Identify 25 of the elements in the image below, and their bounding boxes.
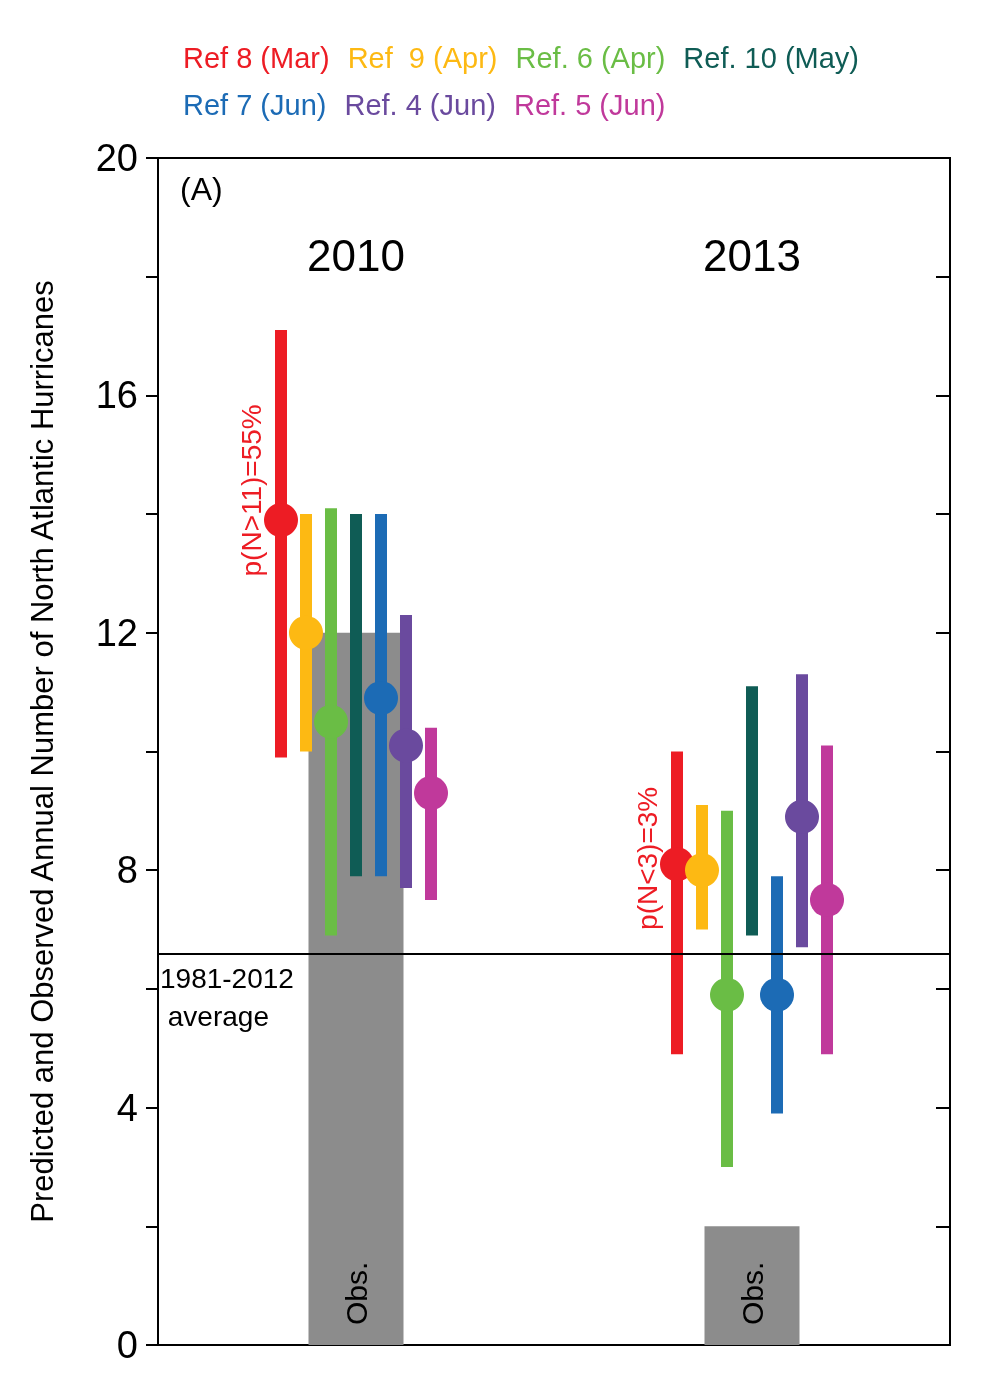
text: Ref. 4 (Jun) [344,88,496,121]
y-tick-label: 0 [116,1324,138,1366]
annotation: (A) [180,171,223,207]
y-tick-label: 20 [95,137,138,179]
y-tick-label: 8 [116,849,138,892]
text: Obs. [735,1261,769,1325]
bar [746,686,758,936]
y-axis-title: Predicted and Observed Annual Number of North Atlantic Hurricanes [25,280,60,1223]
annotation: p(N>11)=55% [235,404,267,577]
text: Ref 7 (Jun) [183,88,327,121]
text: Ref 8 (Mar) [183,41,330,74]
y-tick-label: 16 [95,374,138,417]
annotation: p(N<3)=3% [631,786,663,930]
text: Ref. 5 (Jun) [513,88,666,121]
bar [704,1226,800,1345]
text: Ref 9 (Apr) [347,41,498,74]
x-tick-label: 2013 [703,230,801,280]
text: Ref. 10 (May) [683,41,860,74]
series-label: Obs. [339,1261,373,1325]
y-tick-label: 12 [95,611,138,654]
bar [350,514,362,877]
text: Ref. 6 (Apr) [515,41,666,74]
x-tick-label: 2010 [307,230,405,280]
ref-line-label: 1981-2012 average [160,962,294,1032]
y-tick-label: 4 [116,1086,138,1129]
